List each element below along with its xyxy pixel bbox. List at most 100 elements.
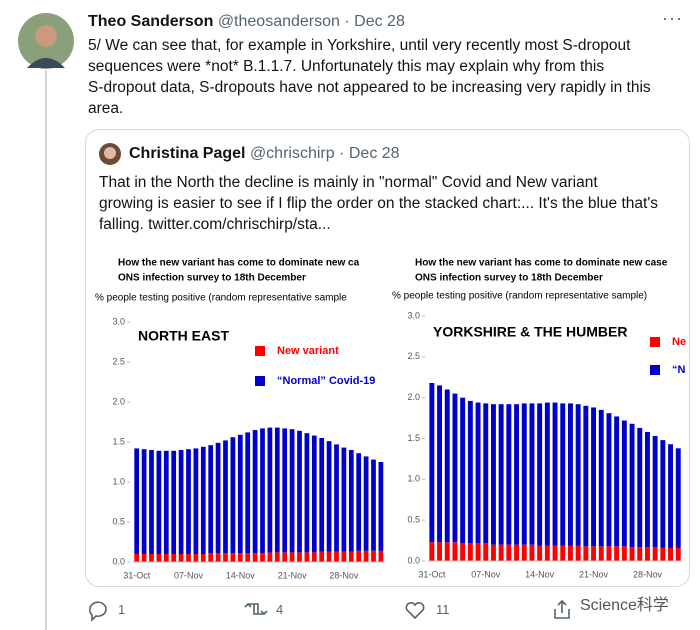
- bar-segment: [304, 552, 310, 562]
- bar-segment: [668, 444, 674, 548]
- share-icon[interactable]: [554, 599, 570, 619]
- bar-segment: [267, 552, 273, 562]
- bar-segment: [267, 427, 273, 553]
- bar-segment: [644, 547, 650, 561]
- bar-segment: [163, 450, 169, 554]
- more-menu[interactable]: ···: [662, 8, 683, 28]
- bar-segment: [378, 462, 384, 551]
- bar-segment: [252, 430, 258, 554]
- bar-segment: [208, 445, 214, 554]
- action-icons: [89, 599, 570, 622]
- bar-segment: [529, 403, 535, 545]
- bar-segment: [134, 554, 140, 562]
- bar-segment: [371, 550, 376, 562]
- y-tick-label: 2.0: [407, 392, 420, 402]
- tweet-text: sequences were *not* B.1.1.7. Unfortunat…: [88, 58, 605, 75]
- bar-segment: [363, 550, 369, 562]
- y-tick-label: 3.0: [407, 310, 420, 320]
- tweet-text: S-dropout data, S-dropouts have not appe…: [88, 79, 651, 96]
- x-tick-label: 28-Nov: [329, 570, 359, 580]
- legend-swatch: [650, 337, 660, 347]
- y-axis-label: % people testing positive (random repres…: [392, 291, 647, 302]
- bar-segment: [356, 550, 362, 562]
- author-handle[interactable]: @theosanderson: [217, 13, 340, 30]
- y-tick-label: 2.5: [407, 351, 420, 361]
- region-label: YORKSHIRE & THE HUMBER: [433, 324, 627, 340]
- bar-segment: [348, 450, 354, 552]
- quote-text: That in the North the decline is mainly …: [99, 174, 598, 191]
- bar-segment: [363, 456, 369, 551]
- bar-segment: [591, 546, 597, 561]
- bar-segment: [483, 403, 489, 544]
- bar-segment: [215, 442, 221, 554]
- legend-swatch: [255, 376, 265, 386]
- bar-segment: [506, 544, 512, 561]
- x-tick-label: 07-Nov: [471, 569, 501, 579]
- bar-segment: [223, 553, 228, 562]
- bar-segment: [297, 552, 302, 562]
- bar-segment: [475, 543, 481, 561]
- bar-segment: [149, 450, 154, 554]
- bar-segment: [156, 554, 162, 562]
- quote-card[interactable]: [85, 129, 690, 587]
- bar-segment: [490, 544, 496, 561]
- y-tick-label: 2.5: [112, 356, 125, 366]
- bar-segment: [289, 429, 295, 553]
- reply-icon[interactable]: [89, 601, 107, 622]
- region-label: NORTH EAST: [138, 328, 229, 344]
- bar-segment: [537, 545, 543, 561]
- bar-segment: [334, 444, 339, 552]
- bar-segment: [319, 551, 325, 562]
- bar-segment: [245, 553, 251, 562]
- bar-segment: [467, 400, 473, 544]
- bar-segment: [668, 547, 674, 561]
- bar-segment: [237, 434, 243, 554]
- bar-segment: [675, 547, 681, 561]
- tweet-date[interactable]: · Dec 28: [344, 13, 405, 30]
- bar-segment: [614, 416, 620, 547]
- like-icon[interactable]: [405, 601, 425, 620]
- bar-segment: [506, 404, 512, 545]
- bar-segment: [560, 403, 566, 546]
- bar-segment: [348, 551, 354, 562]
- quote-avatar: [99, 143, 121, 165]
- bar-segment: [186, 449, 191, 554]
- x-tick-label: 14-Nov: [525, 569, 555, 579]
- bar-segment: [274, 552, 280, 562]
- chart-title: How the new variant has come to dominate…: [118, 258, 360, 269]
- bar-segment: [334, 551, 339, 562]
- bar-segment: [260, 553, 265, 562]
- quote-handle: @chrischirp: [249, 145, 335, 162]
- bar-segment: [208, 553, 214, 562]
- retweet-icon[interactable]: [244, 602, 268, 616]
- quote-date: · Dec 28: [339, 145, 400, 162]
- bar-segment: [629, 547, 635, 561]
- bar-segment: [178, 554, 184, 562]
- bar-segment: [552, 402, 558, 546]
- bar-segment: [498, 544, 504, 561]
- x-tick-label: 28-Nov: [633, 569, 663, 579]
- bar-segment: [644, 431, 650, 548]
- bar-segment: [652, 547, 658, 561]
- bar-segment: [621, 546, 627, 561]
- bar-segment: [245, 432, 251, 554]
- x-tick-label: 31-Oct: [418, 569, 446, 579]
- bar-segment: [567, 545, 573, 561]
- bar-segment: [356, 453, 362, 551]
- author-name[interactable]: Theo Sanderson: [88, 13, 214, 30]
- like-count: 11: [436, 602, 450, 617]
- avatar[interactable]: [17, 12, 75, 70]
- bar-segment: [171, 450, 177, 554]
- legend-swatch: [255, 346, 265, 356]
- bar-segment: [274, 427, 280, 553]
- y-tick-label: 2.0: [112, 396, 125, 406]
- bar-segment: [341, 551, 347, 562]
- legend-swatch: [650, 365, 660, 375]
- bar-segment: [614, 546, 620, 561]
- quote-text: growing is easier to see if I flip the o…: [99, 195, 659, 212]
- legend-label: New variant: [277, 345, 339, 357]
- bar-segment: [134, 448, 140, 554]
- bar-segment: [529, 544, 535, 561]
- bar-segment: [514, 544, 520, 561]
- y-tick-label: 0.0: [112, 556, 125, 566]
